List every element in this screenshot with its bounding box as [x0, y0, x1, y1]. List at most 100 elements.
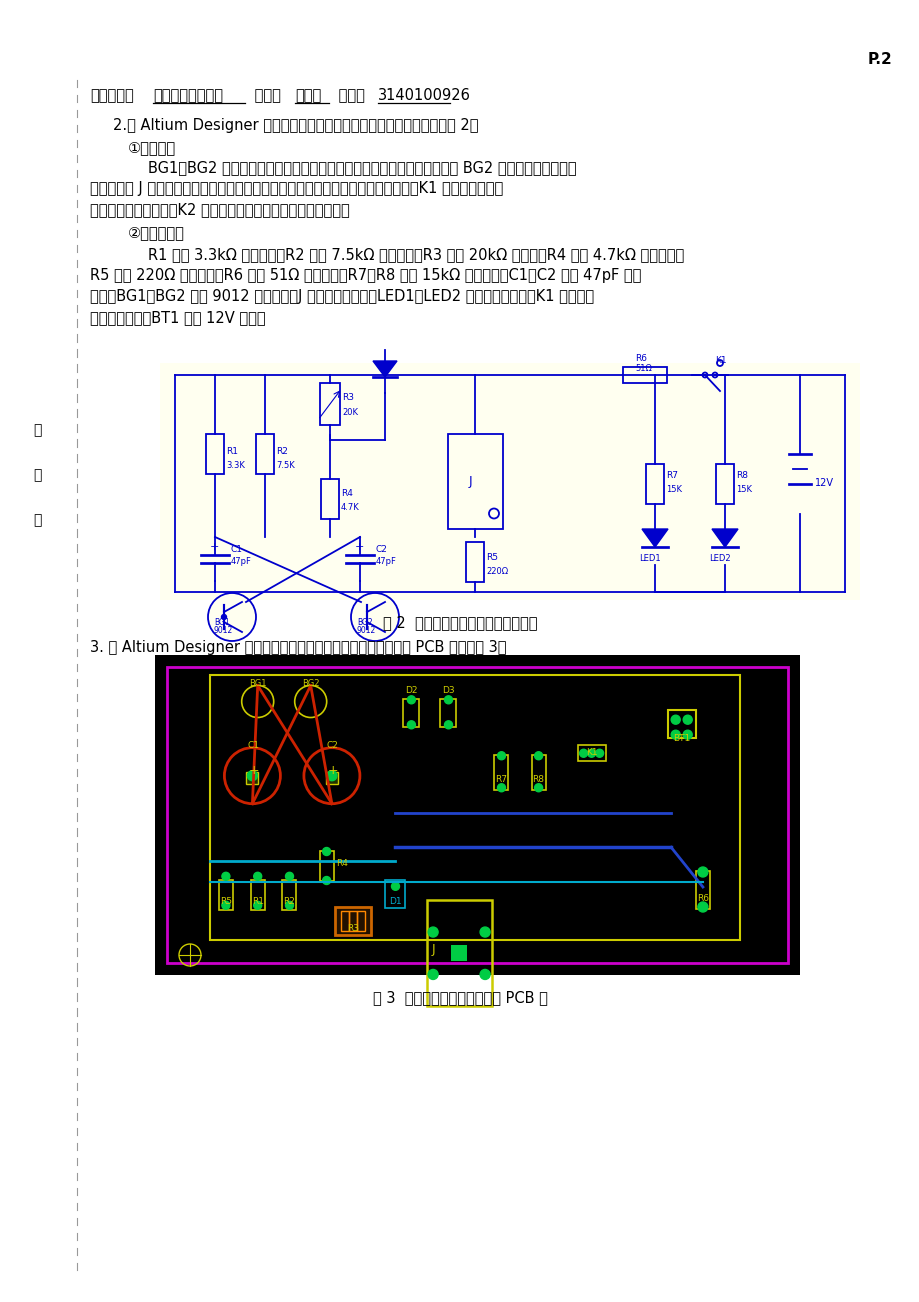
Text: R8: R8 — [735, 471, 747, 480]
Circle shape — [427, 970, 437, 979]
Text: R7: R7 — [665, 471, 677, 480]
Text: BG2: BG2 — [357, 618, 372, 628]
Circle shape — [671, 730, 679, 740]
Bar — [154, 655, 800, 975]
Text: K1: K1 — [585, 749, 596, 758]
Text: R5 选用 220Ω 碳膜电阻，R6 选用 51Ω 碳膜电阻，R7、R8 选用 15kΩ 碳膜电阻；C1、C2 选用 47pF 极性: R5 选用 220Ω 碳膜电阻，R6 选用 51Ω 碳膜电阻，R7、R8 选用 … — [90, 268, 641, 283]
Text: 工: 工 — [33, 467, 41, 482]
Circle shape — [221, 901, 230, 909]
Bar — [450, 945, 467, 961]
Text: R3: R3 — [342, 393, 354, 402]
Text: 51Ω: 51Ω — [634, 365, 652, 372]
Bar — [348, 911, 357, 931]
Bar — [255, 434, 274, 474]
Text: ①工作原理: ①工作原理 — [128, 141, 176, 155]
Bar — [667, 710, 695, 738]
Circle shape — [480, 927, 490, 937]
Text: 9012: 9012 — [357, 626, 376, 635]
Text: 姓名：: 姓名： — [250, 89, 280, 103]
Text: R4: R4 — [341, 490, 353, 499]
Circle shape — [683, 715, 691, 724]
Text: 常: 常 — [33, 423, 41, 437]
Circle shape — [698, 867, 707, 878]
Circle shape — [444, 721, 452, 729]
Text: LED2: LED2 — [709, 553, 730, 562]
Bar — [246, 772, 258, 784]
Circle shape — [683, 730, 691, 740]
Circle shape — [407, 721, 415, 729]
Text: R5: R5 — [220, 897, 232, 906]
Bar — [160, 363, 859, 600]
Circle shape — [716, 359, 722, 366]
Text: R7: R7 — [495, 775, 507, 784]
Text: R2: R2 — [283, 897, 295, 906]
Text: 220Ω: 220Ω — [485, 566, 507, 575]
Text: 15K: 15K — [735, 484, 751, 493]
Circle shape — [285, 901, 293, 909]
Polygon shape — [641, 529, 667, 547]
Circle shape — [489, 509, 498, 518]
Text: P.2: P.2 — [867, 52, 891, 66]
Bar — [403, 699, 419, 727]
Text: +: + — [355, 542, 364, 552]
Text: +: + — [327, 764, 338, 777]
Text: C2: C2 — [326, 741, 338, 750]
Circle shape — [534, 784, 542, 792]
Circle shape — [497, 784, 505, 792]
Circle shape — [595, 749, 603, 758]
Bar — [341, 911, 348, 931]
Circle shape — [497, 751, 505, 760]
Circle shape — [579, 749, 587, 758]
Circle shape — [587, 749, 595, 758]
Text: 学号：: 学号： — [334, 89, 365, 103]
Text: 3.3K: 3.3K — [226, 461, 244, 470]
Circle shape — [702, 372, 707, 378]
Text: 图 2  汽车转弯闪光指示灯电路原理图: 图 2 汽车转弯闪光指示灯电路原理图 — [382, 615, 537, 630]
Polygon shape — [711, 529, 737, 547]
Bar — [167, 667, 788, 963]
Bar — [210, 674, 739, 940]
Text: 态: 态 — [33, 513, 41, 527]
Circle shape — [534, 751, 542, 760]
Circle shape — [671, 715, 679, 724]
Text: C1: C1 — [247, 741, 259, 750]
Polygon shape — [372, 361, 397, 378]
Bar — [282, 880, 296, 910]
Text: 47pF: 47pF — [376, 557, 396, 566]
Circle shape — [254, 872, 261, 880]
Bar — [250, 880, 265, 910]
Text: D1: D1 — [389, 897, 402, 906]
Bar — [206, 434, 223, 474]
Bar — [321, 479, 338, 518]
Circle shape — [254, 901, 261, 909]
Text: 电容；BG1、BG2 选用 9012 型三极管；J 选用电磁继电器；LED1、LED2 选用发光二极管；K1 选用标准: 电容；BG1、BG2 选用 9012 型三极管；J 选用电磁继电器；LED1、L… — [90, 289, 594, 303]
Bar — [645, 464, 664, 504]
Text: +: + — [210, 542, 219, 552]
Text: R2: R2 — [276, 447, 288, 456]
Text: 车左边的指示灯发光；K2 合向右边时，汽车右边的指示灯发光。: 车左边的指示灯发光；K2 合向右边时，汽车右边的指示灯发光。 — [90, 202, 349, 217]
Text: 2.在 Altium Designer 软件上画出汽车转弯闪光指示灯电路原理图（见图 2）: 2.在 Altium Designer 软件上画出汽车转弯闪光指示灯电路原理图（… — [113, 118, 478, 133]
Text: 3140100926: 3140100926 — [378, 89, 471, 103]
Text: R3: R3 — [346, 924, 358, 932]
Text: 冷嘉昱: 冷嘉昱 — [295, 89, 321, 103]
Bar — [440, 699, 456, 727]
Text: ②元器件选择: ②元器件选择 — [128, 225, 185, 240]
Bar — [426, 900, 492, 1006]
Text: BG2: BG2 — [301, 678, 319, 687]
Bar — [622, 367, 666, 383]
Bar — [715, 464, 733, 504]
Circle shape — [711, 372, 717, 378]
Bar — [448, 434, 503, 529]
Circle shape — [480, 970, 490, 979]
Text: D3: D3 — [442, 686, 454, 695]
Bar — [325, 772, 337, 784]
Circle shape — [427, 927, 437, 937]
Text: BG1: BG1 — [249, 678, 267, 687]
Circle shape — [698, 902, 707, 911]
Circle shape — [323, 848, 330, 855]
Text: R6: R6 — [697, 894, 709, 904]
Text: K1: K1 — [714, 355, 726, 365]
Text: BG1: BG1 — [214, 618, 230, 628]
Bar — [577, 745, 605, 762]
Circle shape — [285, 872, 293, 880]
